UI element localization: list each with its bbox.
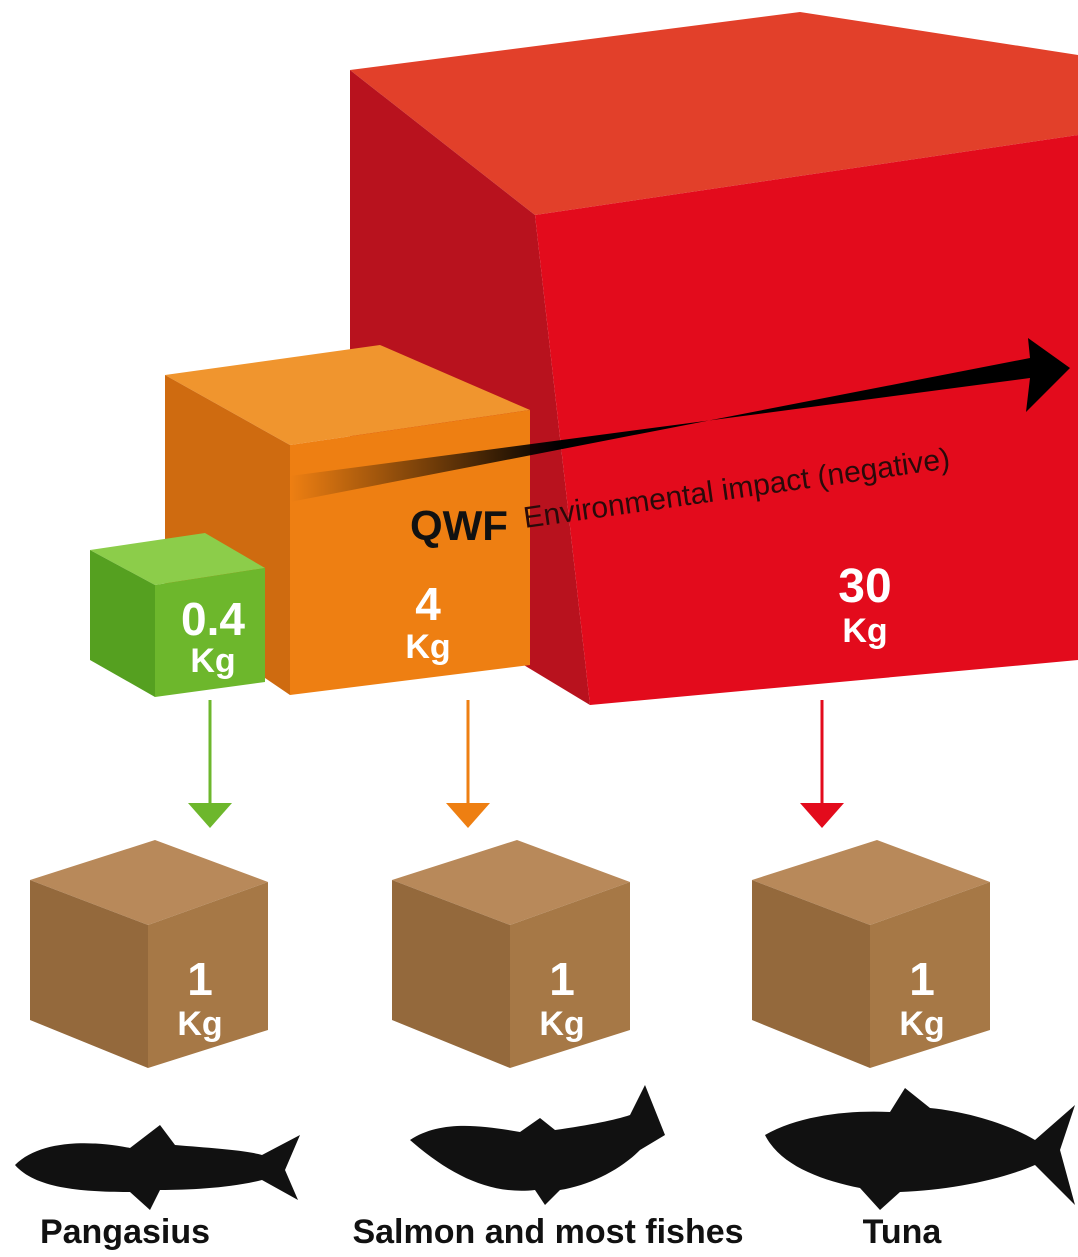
feed-unit: Kg <box>190 642 235 680</box>
cube-top <box>752 840 990 925</box>
green-cube <box>90 533 265 697</box>
feed-unit: Kg <box>405 628 450 666</box>
fish-silhouette <box>410 1085 665 1205</box>
fish-label: Salmon and most fishes <box>352 1213 743 1251</box>
product-unit: Kg <box>899 1005 944 1043</box>
feed-unit: Kg <box>842 612 887 650</box>
cube-side <box>30 880 148 1068</box>
cube-top <box>392 840 630 925</box>
fish-silhouette <box>15 1125 300 1210</box>
product-amount: 1 <box>909 953 935 1005</box>
feed-amount: 0.4 <box>181 593 245 645</box>
cube-top <box>30 840 268 925</box>
impact-arrow <box>290 338 1070 502</box>
down-arrow <box>188 700 232 828</box>
down-arrow <box>800 700 844 828</box>
product-cube: 1Kg <box>752 840 990 1068</box>
feed-amount: 30 <box>838 560 891 613</box>
product-unit: Kg <box>539 1005 584 1043</box>
fish-label: Tuna <box>863 1213 943 1251</box>
fish-label: Pangasius <box>40 1213 210 1251</box>
cube-side <box>392 880 510 1068</box>
qwf-label: QWF <box>410 502 508 549</box>
fish-silhouette <box>765 1088 1075 1210</box>
product-cube: 1Kg <box>30 840 268 1068</box>
down-arrow <box>446 700 490 828</box>
cube-front <box>870 882 990 1068</box>
product-amount: 1 <box>187 953 213 1005</box>
cube-side <box>752 880 870 1068</box>
cube-front <box>148 882 268 1068</box>
feed-amount: 4 <box>415 578 441 630</box>
product-amount: 1 <box>549 953 575 1005</box>
product-unit: Kg <box>177 1005 222 1043</box>
cube-front <box>510 882 630 1068</box>
product-cube: 1Kg <box>392 840 630 1068</box>
